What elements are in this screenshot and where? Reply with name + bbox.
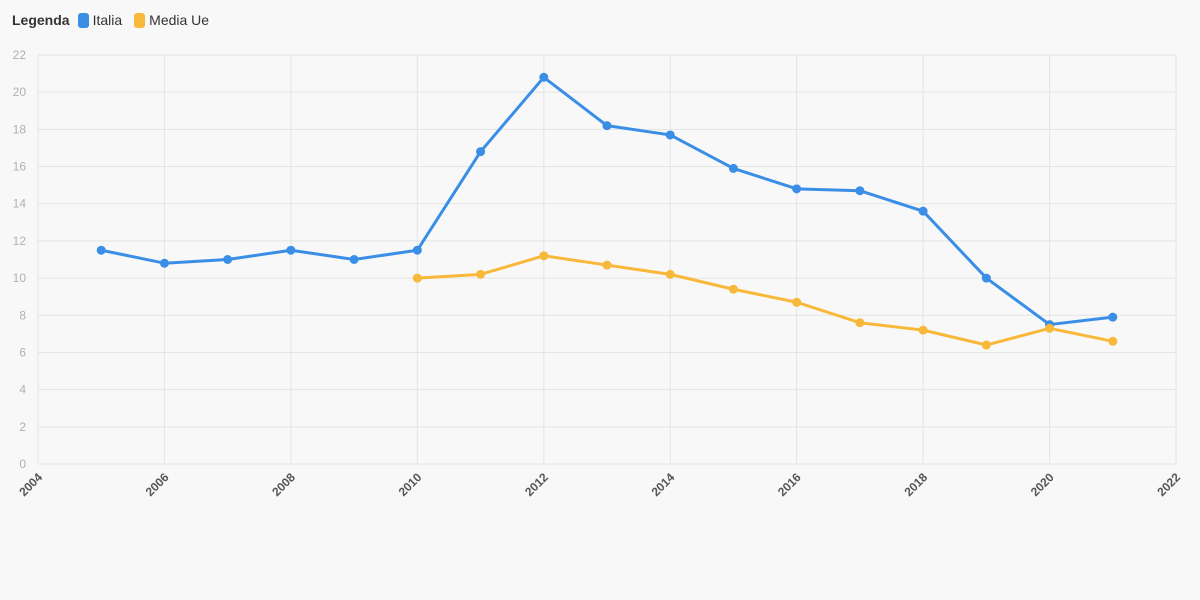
data-point-italia: [918, 206, 928, 216]
data-point-italia: [855, 186, 865, 196]
x-tick-label: 2004: [16, 470, 45, 499]
y-tick-label: 16: [13, 160, 27, 174]
x-tick-label: 2012: [522, 470, 551, 499]
data-point-italia: [539, 72, 549, 82]
y-tick-label: 6: [19, 345, 26, 359]
data-point-media-ue: [602, 260, 612, 270]
data-point-media-ue: [728, 284, 738, 294]
y-tick-label: 20: [13, 85, 27, 99]
x-tick-label: 2018: [901, 470, 930, 499]
data-point-italia: [1108, 312, 1118, 322]
y-tick-label: 14: [13, 197, 27, 211]
x-tick-label: 2006: [143, 470, 172, 499]
y-tick-label: 2: [19, 420, 26, 434]
x-tick-label: 2022: [1154, 470, 1183, 499]
y-tick-label: 18: [13, 122, 27, 136]
legend-title: Legenda: [12, 12, 70, 28]
x-tick-label: 2020: [1028, 470, 1057, 499]
legend-swatch-italia: [77, 12, 89, 28]
y-tick-label: 8: [19, 308, 26, 322]
data-point-italia: [286, 245, 296, 255]
series-layer: [96, 72, 1118, 350]
data-point-italia: [792, 184, 802, 194]
y-tick-label: 22: [13, 48, 27, 62]
data-point-media-ue: [412, 273, 422, 283]
data-point-italia: [159, 258, 169, 268]
data-point-italia: [981, 273, 991, 283]
data-point-italia: [728, 163, 738, 173]
chart-legend: Legenda Italia Media Ue: [12, 12, 215, 28]
x-tick-label: 2016: [775, 470, 804, 499]
data-point-media-ue: [1045, 323, 1055, 333]
data-point-media-ue: [665, 269, 675, 279]
x-tick-label: 2014: [649, 470, 678, 499]
data-point-media-ue: [1108, 336, 1118, 346]
legend-item-italia[interactable]: Italia: [77, 12, 123, 28]
x-tick-label: 2008: [269, 470, 298, 499]
grid-lines: [37, 54, 1177, 465]
data-point-italia: [223, 255, 233, 264]
y-tick-label: 10: [13, 271, 27, 285]
data-point-italia: [349, 255, 359, 264]
series-line-italia: [100, 75, 1113, 327]
legend-swatch-media-ue: [134, 12, 146, 28]
legend-label-italia: Italia: [92, 12, 123, 28]
data-point-media-ue: [918, 325, 928, 335]
data-point-italia: [665, 130, 675, 140]
data-point-media-ue: [792, 297, 802, 307]
x-tick-label: 2010: [396, 470, 425, 499]
series-line-media-ue: [417, 254, 1114, 347]
data-point-media-ue: [476, 269, 486, 279]
legend-item-media-ue[interactable]: Media Ue: [134, 12, 209, 28]
data-point-media-ue: [855, 318, 865, 328]
legend-label-media-ue: Media Ue: [149, 12, 210, 28]
data-point-italia: [96, 245, 106, 255]
data-point-italia: [412, 245, 422, 255]
y-tick-label: 12: [13, 234, 27, 248]
data-point-italia: [476, 147, 486, 157]
data-point-media-ue: [539, 251, 549, 261]
data-point-italia: [602, 121, 612, 131]
y-tick-label: 4: [19, 383, 26, 397]
y-tick-label: 0: [19, 457, 26, 471]
data-point-media-ue: [981, 340, 991, 350]
